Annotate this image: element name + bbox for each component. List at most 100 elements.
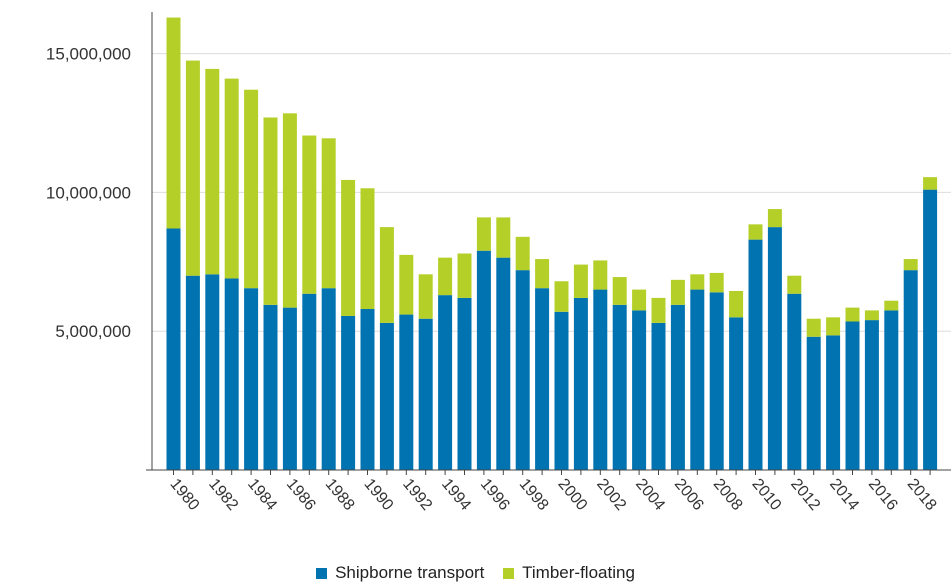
bars [166, 17, 938, 470]
bar-timber-floating-1995 [457, 253, 472, 298]
bar-shipborne-1984 [244, 288, 259, 470]
bar-shipborne-2013 [806, 336, 821, 470]
x-tick-label: 2000 [554, 476, 590, 514]
bar-timber-floating-1997 [496, 217, 511, 258]
x-tick-label: 1996 [477, 476, 513, 514]
bar-timber-floating-1994 [438, 257, 453, 296]
bar-shipborne-1997 [496, 257, 511, 470]
bar-timber-floating-2012 [787, 275, 802, 294]
bar-timber-floating-1989 [341, 179, 356, 316]
bar-timber-floating-1990 [360, 188, 375, 310]
bar-timber-floating-1986 [282, 113, 297, 308]
bar-timber-floating-1987 [302, 135, 317, 294]
bar-timber-floating-2018 [903, 259, 918, 271]
y-tick-label: 10,000,000 [46, 183, 131, 202]
legend-label-shipborne: Shipborne transport [335, 563, 485, 582]
x-tick-label: 1982 [205, 476, 241, 514]
bar-timber-floating-2002 [593, 260, 608, 290]
x-tick-label: 2002 [593, 476, 629, 514]
x-tick-label: 1980 [166, 476, 202, 514]
bar-timber-floating-2016 [864, 310, 879, 321]
bar-timber-floating-2019 [923, 177, 938, 190]
bar-timber-floating-2014 [826, 317, 841, 336]
bar-timber-floating-1980 [166, 17, 181, 229]
x-axis-ticks [173, 470, 931, 475]
bar-timber-floating-1981 [185, 60, 200, 276]
bar-shipborne-2004 [632, 310, 647, 470]
legend-swatch-timber-floating [503, 567, 515, 579]
bar-shipborne-2003 [612, 304, 627, 470]
bar-shipborne-1980 [166, 228, 181, 470]
bar-shipborne-2016 [864, 320, 879, 470]
bar-shipborne-2000 [554, 311, 569, 470]
bar-shipborne-1998 [515, 270, 530, 470]
x-tick-label: 2010 [748, 476, 784, 514]
bar-shipborne-2002 [593, 289, 608, 470]
bar-timber-floating-2007 [690, 274, 705, 290]
bar-timber-floating-1991 [379, 227, 394, 323]
bar-shipborne-1986 [282, 307, 297, 470]
bar-timber-floating-1983 [224, 78, 239, 279]
bar-timber-floating-1996 [476, 217, 491, 251]
bar-shipborne-1981 [185, 275, 200, 470]
bar-shipborne-2011 [767, 227, 782, 470]
bar-timber-floating-2009 [729, 290, 744, 318]
bar-shipborne-2008 [709, 292, 724, 470]
bar-timber-floating-2015 [845, 307, 860, 322]
bar-shipborne-1988 [321, 288, 336, 470]
bar-timber-floating-1992 [399, 254, 414, 315]
bar-shipborne-2014 [826, 335, 841, 470]
bar-timber-floating-2017 [884, 300, 899, 311]
bar-shipborne-1987 [302, 293, 317, 470]
legend-item-shipborne[interactable]: Shipborne transport [316, 563, 484, 583]
x-tick-label: 2018 [904, 476, 940, 514]
bar-timber-floating-2006 [670, 279, 685, 305]
legend-item-timber-floating[interactable]: Timber-floating [503, 563, 635, 583]
bar-timber-floating-1984 [244, 89, 259, 289]
bar-shipborne-1999 [535, 288, 550, 470]
bar-timber-floating-2003 [612, 277, 627, 305]
bar-shipborne-2019 [923, 189, 938, 470]
bar-shipborne-1995 [457, 297, 472, 470]
bar-timber-floating-1985 [263, 117, 278, 305]
bar-shipborne-1993 [418, 318, 433, 470]
legend-swatch-shipborne [316, 567, 328, 579]
bar-shipborne-1991 [379, 322, 394, 470]
bar-timber-floating-2000 [554, 281, 569, 312]
bar-shipborne-1994 [438, 295, 453, 470]
x-tick-label: 1998 [516, 476, 552, 514]
bar-shipborne-1985 [263, 304, 278, 470]
bar-shipborne-2001 [573, 297, 588, 470]
bar-timber-floating-2004 [632, 289, 647, 311]
bar-shipborne-2006 [670, 304, 685, 470]
x-tick-label: 1992 [399, 476, 435, 514]
bar-timber-floating-1999 [535, 259, 550, 289]
legend-label-timber-floating: Timber-floating [522, 563, 635, 582]
bar-timber-floating-2013 [806, 318, 821, 337]
bar-shipborne-2017 [884, 310, 899, 470]
x-tick-label: 2004 [632, 476, 668, 514]
x-axis-tick-labels: 1980 1982 1984 1986 1988 1990 1992 1994 1996 1998… [166, 476, 939, 514]
bar-shipborne-1989 [341, 315, 356, 470]
x-tick-label: 1990 [360, 476, 396, 514]
bar-shipborne-1982 [205, 274, 220, 470]
y-tick-label: 15,000,000 [46, 45, 131, 64]
bar-shipborne-2018 [903, 270, 918, 470]
x-tick-label: 2012 [787, 476, 823, 514]
x-tick-label: 1988 [322, 476, 358, 514]
bar-timber-floating-2005 [651, 297, 666, 323]
x-tick-label: 2006 [671, 476, 707, 514]
bar-timber-floating-2010 [748, 224, 763, 240]
x-tick-label: 2016 [865, 476, 901, 514]
y-tick-label: 5,000,000 [55, 322, 131, 341]
bar-timber-floating-1998 [515, 236, 530, 271]
y-axis-tick-labels: 5,000,000 10,000,000 15,000,000 [46, 45, 131, 342]
bar-shipborne-2005 [651, 322, 666, 470]
bar-shipborne-1996 [476, 250, 491, 470]
x-tick-label: 1986 [283, 476, 319, 514]
bar-shipborne-2012 [787, 293, 802, 470]
bar-shipborne-2015 [845, 321, 860, 470]
bar-shipborne-1983 [224, 278, 239, 470]
bar-timber-floating-1988 [321, 138, 336, 289]
